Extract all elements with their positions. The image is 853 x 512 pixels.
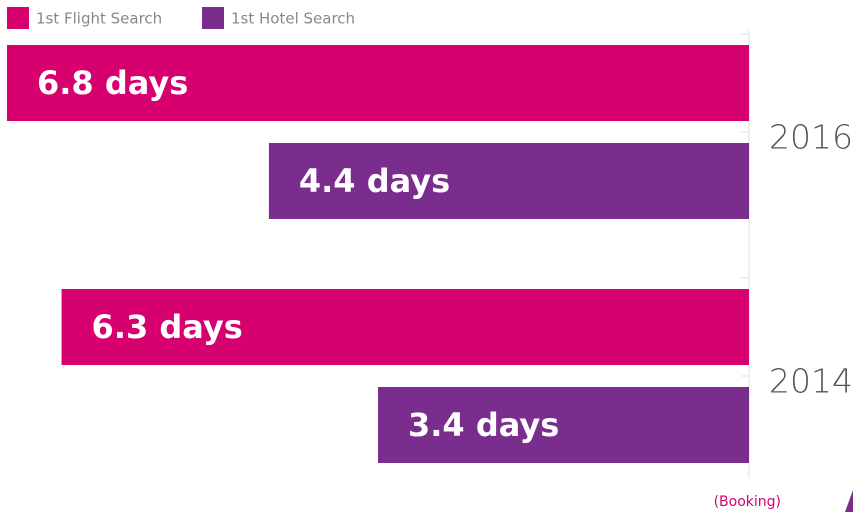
value-label: 3.4 days [408,406,559,444]
bar [7,45,749,121]
category-label: 2014 [769,362,853,401]
category-label: 2016 [769,118,853,157]
bar [61,289,749,365]
corner-decoration [845,490,853,512]
legend-label: 1st Flight Search [36,10,162,28]
source: (Booking) [714,494,781,510]
legend-swatch [7,7,29,29]
value-label: 6.8 days [37,64,188,102]
bar [268,143,749,219]
legend-label: 1st Hotel Search [231,10,355,28]
bar [378,387,749,463]
value-label: 4.4 days [299,162,450,200]
legend-swatch [202,7,224,29]
value-label: 6.3 days [92,308,243,346]
